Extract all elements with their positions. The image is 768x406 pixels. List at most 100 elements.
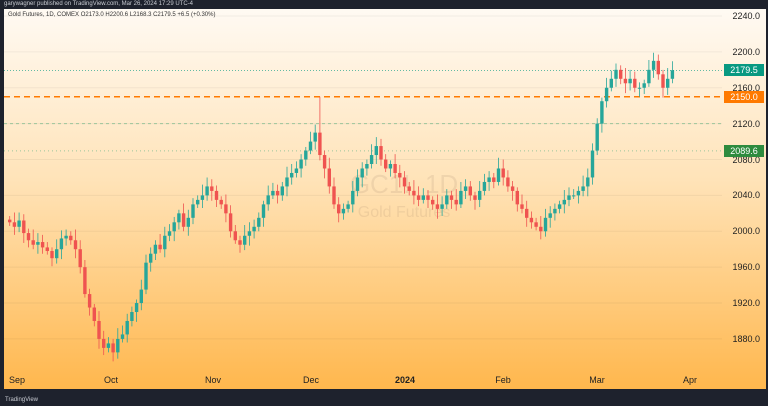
candle-body bbox=[529, 217, 534, 223]
candle-body bbox=[285, 177, 289, 187]
time-label: Oct bbox=[103, 375, 119, 385]
candle-body bbox=[97, 320, 101, 339]
candle-body bbox=[144, 262, 148, 290]
candle-body bbox=[139, 289, 143, 304]
candle-body bbox=[78, 249, 82, 268]
candle-body bbox=[651, 60, 656, 70]
candle-body bbox=[520, 204, 524, 209]
candle-body bbox=[388, 164, 393, 169]
candle-body bbox=[116, 338, 120, 353]
candle-body bbox=[210, 186, 214, 191]
candle-body bbox=[637, 87, 642, 89]
candle-body bbox=[219, 199, 223, 205]
candle-body bbox=[581, 186, 585, 191]
candle-body bbox=[186, 217, 190, 227]
watermark-name: Gold Futures bbox=[357, 204, 451, 221]
candle-body bbox=[233, 231, 237, 241]
time-label: Mar bbox=[589, 375, 605, 385]
candle-body bbox=[280, 186, 284, 196]
candle-body bbox=[120, 334, 125, 339]
candle-body bbox=[369, 155, 374, 165]
candle-body bbox=[459, 190, 463, 205]
candle-body bbox=[196, 199, 200, 205]
candle-body bbox=[445, 195, 449, 205]
candle-body bbox=[534, 222, 538, 227]
candle-body bbox=[224, 204, 228, 214]
candle-body bbox=[647, 69, 651, 84]
candle-body bbox=[468, 186, 472, 196]
candle-body bbox=[487, 177, 491, 182]
price-label: 2200.0 bbox=[732, 46, 760, 57]
candle-body bbox=[642, 83, 646, 88]
candle-body bbox=[482, 181, 487, 191]
candle-body bbox=[22, 220, 26, 234]
chart-pane[interactable]: GC1!, 1D Gold Futures Gold Futures, 1D, … bbox=[4, 9, 766, 389]
candle-body bbox=[40, 242, 45, 248]
time-label: Dec bbox=[302, 375, 320, 385]
price-label: 2080.0 bbox=[732, 154, 760, 165]
candle-body bbox=[604, 87, 609, 102]
candle-body bbox=[619, 69, 623, 79]
candle-body bbox=[341, 208, 346, 214]
candle-body bbox=[158, 244, 162, 250]
candle-body bbox=[661, 74, 665, 88]
candle-body bbox=[318, 132, 322, 156]
price-label: 2040.0 bbox=[732, 190, 760, 201]
candle-body bbox=[440, 204, 444, 209]
candle-body bbox=[398, 172, 402, 178]
time-label: Nov bbox=[204, 375, 222, 385]
price-label: 2160.0 bbox=[732, 82, 760, 93]
candle-body bbox=[557, 204, 562, 209]
candle-body bbox=[572, 195, 576, 197]
tradingview-logo: TradingView bbox=[5, 397, 39, 403]
candle-body bbox=[163, 235, 167, 250]
candle-body bbox=[299, 159, 303, 169]
candle-body bbox=[177, 213, 181, 223]
candle-body bbox=[600, 101, 604, 124]
candle-body bbox=[252, 226, 256, 232]
candle-body bbox=[17, 220, 21, 227]
candle-body bbox=[431, 199, 435, 205]
candle-body bbox=[45, 247, 49, 252]
candle-body bbox=[181, 213, 186, 227]
candle-body bbox=[111, 343, 115, 353]
publisher-line: garywagner published on TradingView.com,… bbox=[4, 1, 193, 7]
candle-body bbox=[73, 240, 78, 250]
candle-body bbox=[590, 150, 595, 178]
price-label: 1960.0 bbox=[732, 262, 760, 273]
candle-body bbox=[214, 190, 219, 200]
candle-body bbox=[379, 146, 383, 160]
level-price-tag: 2150.0 bbox=[724, 90, 764, 103]
candle-body bbox=[12, 222, 17, 227]
candle-body bbox=[200, 195, 205, 200]
candle-body bbox=[153, 244, 158, 254]
candle-body bbox=[64, 235, 68, 239]
candle-body bbox=[337, 204, 341, 214]
candle-body bbox=[402, 177, 407, 187]
candle-body bbox=[228, 213, 233, 232]
candle-body bbox=[407, 186, 411, 191]
candle-body bbox=[463, 186, 468, 191]
candle-body bbox=[360, 168, 364, 178]
price-label: 2000.0 bbox=[732, 226, 760, 237]
candle-body bbox=[327, 168, 331, 187]
candle-body bbox=[510, 186, 515, 191]
candle-body bbox=[205, 186, 209, 196]
candle-body bbox=[595, 123, 599, 151]
candle-body bbox=[421, 195, 425, 200]
candle-body bbox=[125, 320, 129, 335]
time-label: 2024 bbox=[394, 375, 416, 385]
candle-body bbox=[365, 164, 369, 169]
candle-body bbox=[548, 213, 552, 218]
candle-body bbox=[384, 159, 388, 169]
candle-body bbox=[332, 186, 336, 205]
candle-body bbox=[294, 168, 299, 173]
last-price-tag: 2179.5 bbox=[724, 64, 764, 77]
candle-body bbox=[304, 150, 308, 160]
candle-body bbox=[473, 195, 477, 200]
candle-body bbox=[290, 172, 294, 178]
candle-body bbox=[59, 238, 64, 250]
candle-body bbox=[261, 204, 266, 218]
candle-body bbox=[525, 208, 529, 218]
candles bbox=[4, 15, 722, 362]
